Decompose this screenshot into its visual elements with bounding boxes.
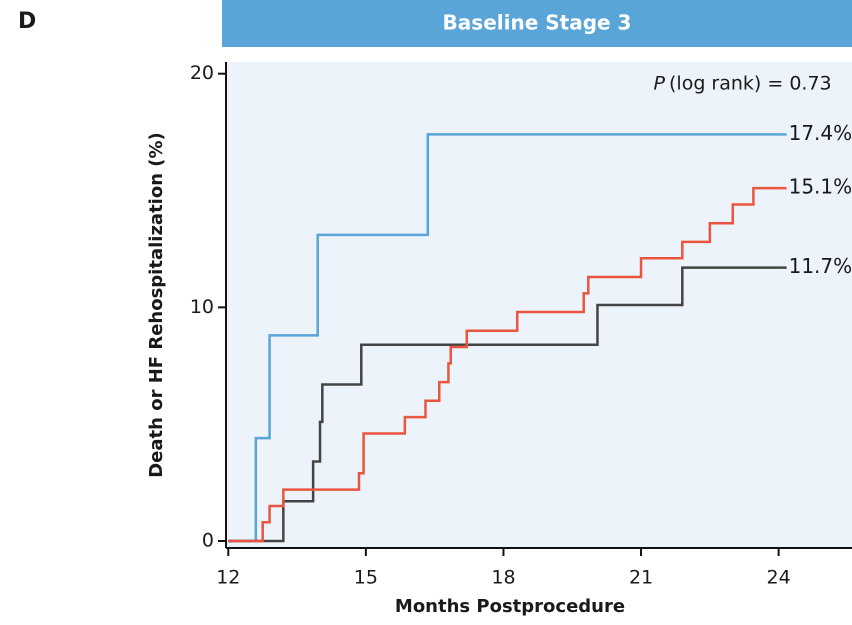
x-tick-label: 12 [216,567,240,589]
km-curve [228,266,779,543]
end-value-label: 11.7% [789,254,852,278]
y-tick-label: 20 [190,62,214,84]
x-tick-label: 24 [767,567,791,589]
y-tick-label: 0 [202,529,214,551]
x-axis-label: Months Postprocedure [395,596,625,617]
panel-letter: D [18,9,36,34]
y-tick-label: 10 [190,296,214,318]
km-curve [228,186,779,543]
header-banner [222,0,852,47]
annotation: (log rank) = 0.73 [669,73,832,95]
end-value-label: 15.1% [789,175,852,199]
km-curve [228,133,779,543]
annotation-p: P [654,73,666,95]
y-axis-label: Death or HF Rehospitalization (%) [146,132,167,478]
x-tick-label: 18 [491,567,515,589]
plot-background [226,62,852,548]
chart-title: Baseline Stage 3 [443,11,632,35]
end-value-label: 17.4% [789,121,852,145]
x-tick-label: 15 [354,567,378,589]
x-tick-label: 21 [629,567,653,589]
